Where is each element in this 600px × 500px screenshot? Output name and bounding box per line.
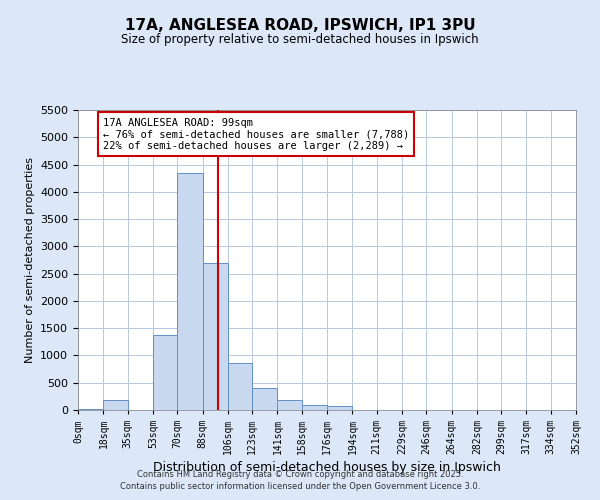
Bar	[327, 406, 352, 410]
Bar	[203, 262, 228, 410]
Bar	[252, 388, 277, 410]
Bar	[103, 400, 128, 410]
Y-axis label: Number of semi-detached properties: Number of semi-detached properties	[25, 157, 35, 363]
Bar	[302, 404, 327, 410]
Bar	[153, 335, 177, 410]
Bar	[177, 172, 203, 410]
Text: 17A ANGLESEA ROAD: 99sqm
← 76% of semi-detached houses are smaller (7,788)
22% o: 17A ANGLESEA ROAD: 99sqm ← 76% of semi-d…	[103, 118, 409, 150]
X-axis label: Distribution of semi-detached houses by size in Ipswich: Distribution of semi-detached houses by …	[153, 461, 501, 474]
Bar	[228, 362, 252, 410]
Text: Size of property relative to semi-detached houses in Ipswich: Size of property relative to semi-detach…	[121, 32, 479, 46]
Text: Contains public sector information licensed under the Open Government Licence 3.: Contains public sector information licen…	[120, 482, 480, 491]
Bar	[78, 408, 103, 410]
Text: 17A, ANGLESEA ROAD, IPSWICH, IP1 3PU: 17A, ANGLESEA ROAD, IPSWICH, IP1 3PU	[125, 18, 475, 32]
Bar	[277, 400, 302, 410]
Text: Contains HM Land Registry data © Crown copyright and database right 2025.: Contains HM Land Registry data © Crown c…	[137, 470, 463, 479]
